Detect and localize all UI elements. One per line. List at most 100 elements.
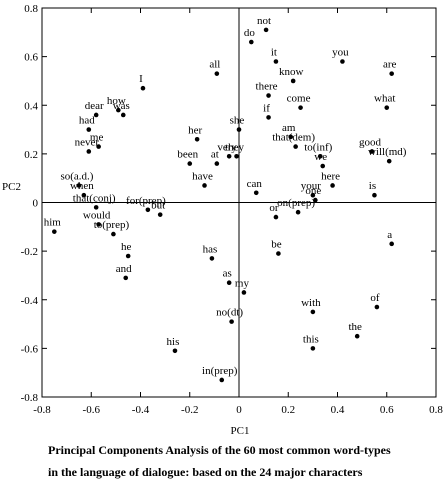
point-label: will(md) — [368, 146, 407, 158]
point — [298, 105, 303, 110]
point — [263, 27, 269, 33]
point-label: there — [256, 81, 278, 93]
point — [157, 212, 163, 217]
point — [93, 112, 99, 118]
point — [290, 78, 296, 84]
point-label: is — [369, 180, 376, 192]
point-label: that(conj) — [73, 192, 116, 204]
point-label: when — [70, 180, 94, 192]
y-tick-label: 0.8 — [24, 3, 38, 15]
point — [194, 136, 200, 142]
point-label: this — [303, 333, 319, 345]
point — [125, 253, 131, 259]
point-label: dear — [85, 100, 104, 112]
x-axis-label: PC1 — [231, 425, 250, 437]
point — [293, 144, 298, 149]
y-tick-label: 0.4 — [24, 100, 38, 112]
point-label: at — [211, 149, 219, 161]
point — [273, 214, 279, 220]
y-tick-label: -0.8 — [21, 392, 39, 404]
point — [214, 71, 220, 76]
point-label: has — [203, 243, 218, 255]
point-label: what — [374, 93, 395, 105]
point — [317, 154, 323, 159]
point-label: your — [301, 180, 322, 192]
point — [96, 144, 101, 149]
x-tick-label: 0.2 — [281, 404, 295, 416]
point — [273, 59, 279, 64]
point — [266, 115, 271, 120]
point — [276, 251, 281, 256]
x-tick-label: -0.8 — [33, 404, 51, 416]
point-label: be — [271, 239, 282, 251]
point-label: been — [177, 149, 198, 161]
point-label: he — [121, 241, 132, 253]
point — [81, 192, 87, 198]
point — [320, 163, 326, 169]
point-label: all — [209, 59, 220, 71]
point — [236, 127, 242, 132]
point-label: am — [282, 122, 296, 134]
point-label: on(prep) — [277, 197, 315, 209]
point-label: one — [305, 185, 321, 197]
point-label: if — [263, 102, 270, 114]
x-tick-label: 0.8 — [429, 404, 443, 416]
point — [172, 348, 178, 354]
point — [288, 134, 294, 140]
point — [234, 154, 239, 159]
point-label: of — [370, 292, 380, 304]
point-label: but — [151, 200, 165, 212]
point — [266, 93, 271, 98]
point-label: in(prep) — [202, 365, 238, 377]
point-label: good — [359, 136, 382, 148]
point — [140, 85, 146, 91]
point-label: they — [225, 141, 244, 153]
point — [330, 183, 335, 188]
y-axis-label: PC2 — [2, 181, 21, 193]
point — [389, 241, 394, 247]
point — [310, 192, 316, 198]
point-label: it — [271, 46, 277, 58]
point — [386, 158, 392, 164]
y-tick-label: 0.6 — [24, 52, 38, 64]
point — [202, 183, 207, 188]
point — [310, 346, 316, 351]
point-label: no(dt) — [216, 307, 243, 319]
point — [219, 377, 225, 383]
point-label: know — [279, 66, 304, 78]
point — [86, 127, 92, 132]
point — [340, 59, 345, 64]
point — [209, 256, 215, 261]
point — [384, 105, 390, 110]
y-tick-label: -0.4 — [21, 295, 39, 307]
point — [93, 205, 99, 210]
point-label: how — [107, 95, 126, 107]
point-label: can — [247, 178, 263, 190]
point — [111, 231, 116, 237]
point-label: as — [223, 268, 232, 280]
point-label: here — [321, 170, 340, 182]
point — [374, 304, 380, 310]
point-label: we — [314, 151, 327, 163]
point — [226, 154, 232, 159]
y-tick-label: -0.2 — [21, 246, 38, 258]
point — [116, 107, 121, 113]
x-tick-label: -0.2 — [181, 404, 198, 416]
point-label: have — [192, 170, 213, 182]
point — [241, 290, 247, 295]
point-label: are — [383, 59, 397, 71]
point-label: to(prep) — [94, 219, 130, 231]
point — [389, 71, 394, 76]
point — [96, 222, 101, 227]
point-label: and — [116, 263, 132, 275]
y-tick-label: 0 — [33, 198, 39, 210]
point-label: come — [287, 93, 311, 105]
caption-line: in the language of dialogue: based on th… — [48, 465, 363, 479]
point — [76, 183, 82, 188]
point-label: she — [230, 115, 245, 127]
point — [249, 39, 254, 45]
point-label: had — [79, 115, 95, 127]
point-label: would — [83, 209, 111, 221]
point — [52, 229, 57, 234]
point-label: a — [387, 229, 392, 241]
